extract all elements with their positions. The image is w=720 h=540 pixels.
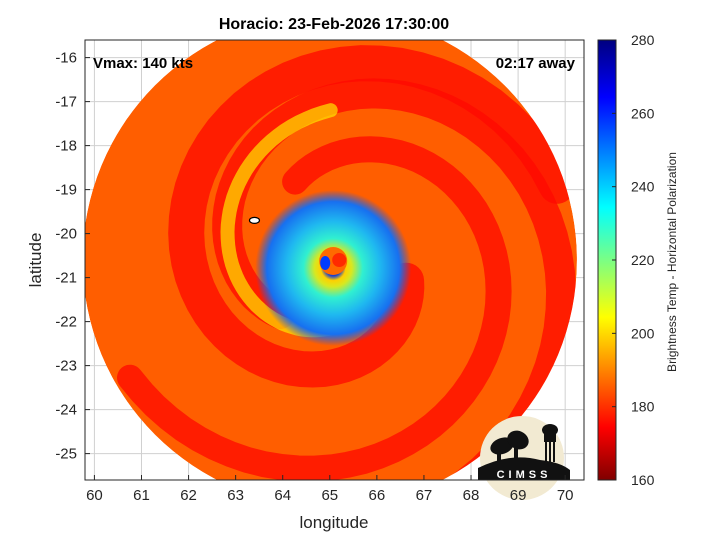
y-tick-label: -23 [55, 358, 77, 375]
rain-band [117, 136, 512, 480]
eyewall-cold-spot [320, 256, 331, 270]
colorbar-tick-label: 160 [631, 472, 655, 488]
storm-eye [332, 253, 347, 267]
colorbar-tick-label: 240 [631, 179, 655, 195]
x-tick-label: 70 [557, 487, 574, 504]
x-tick-label: 69 [510, 487, 527, 504]
satellite-dish-icon [490, 430, 529, 462]
y-axis-label: latitude [26, 233, 45, 288]
x-tick-label: 66 [369, 487, 386, 504]
y-tick-label: -18 [55, 138, 77, 155]
rain-band [168, 45, 575, 388]
chart-title: Horacio: 23-Feb-2026 17:30:00 [219, 16, 449, 33]
x-tick-label: 68 [463, 487, 480, 504]
x-tick-label: 63 [227, 487, 244, 504]
logo-text: CIMSS [497, 469, 552, 481]
y-tick-label: -20 [55, 226, 77, 243]
colorbar-tick-label: 260 [631, 105, 655, 121]
colorbar-tick-label: 220 [631, 252, 655, 268]
time-away-label: 02:17 away [496, 55, 576, 72]
y-tick-label: -19 [55, 182, 77, 199]
vmax-label: Vmax: 140 kts [93, 55, 193, 72]
x-tick-label: 67 [416, 487, 433, 504]
eye-layer [319, 247, 348, 275]
x-tick-label: 64 [274, 487, 291, 504]
x-tick-label: 60 [86, 487, 103, 504]
logo-hill [478, 457, 570, 480]
y-tick-label: -24 [55, 402, 77, 419]
y-tick-label: -22 [55, 314, 77, 331]
x-tick-label: 61 [133, 487, 150, 504]
x-axis-ticks: 60 61 62 63 64 65 66 67 68 69 70 [86, 475, 574, 504]
y-tick-label: -17 [55, 94, 77, 111]
x-tick-label: 65 [321, 487, 338, 504]
water-tower-icon [542, 424, 558, 462]
cold-feature-marker [248, 216, 261, 224]
colorbar-label: Brightness Temp - Horizontal Polarizatio… [665, 152, 679, 372]
y-axis-ticks: -16 -17 -18 -19 -20 -21 -22 -23 -24 -25 [55, 50, 90, 463]
x-axis-label: longitude [299, 513, 368, 532]
swath-image [85, 40, 577, 480]
colorbar-tick-label: 180 [631, 399, 655, 415]
cimss-logo: CIMSS [478, 416, 570, 500]
colorbar-ticks: 160 180 200 220 240 260 280 [612, 32, 655, 488]
plot-frame [84, 39, 585, 481]
x-tick-label: 62 [180, 487, 197, 504]
marker-layer [248, 216, 261, 224]
y-tick-label: -16 [55, 50, 77, 67]
y-tick-label: -21 [55, 270, 77, 287]
colorbar-tick-label: 280 [631, 32, 655, 48]
colorbar-tick-label: 200 [631, 325, 655, 341]
y-tick-label: -25 [55, 446, 77, 463]
